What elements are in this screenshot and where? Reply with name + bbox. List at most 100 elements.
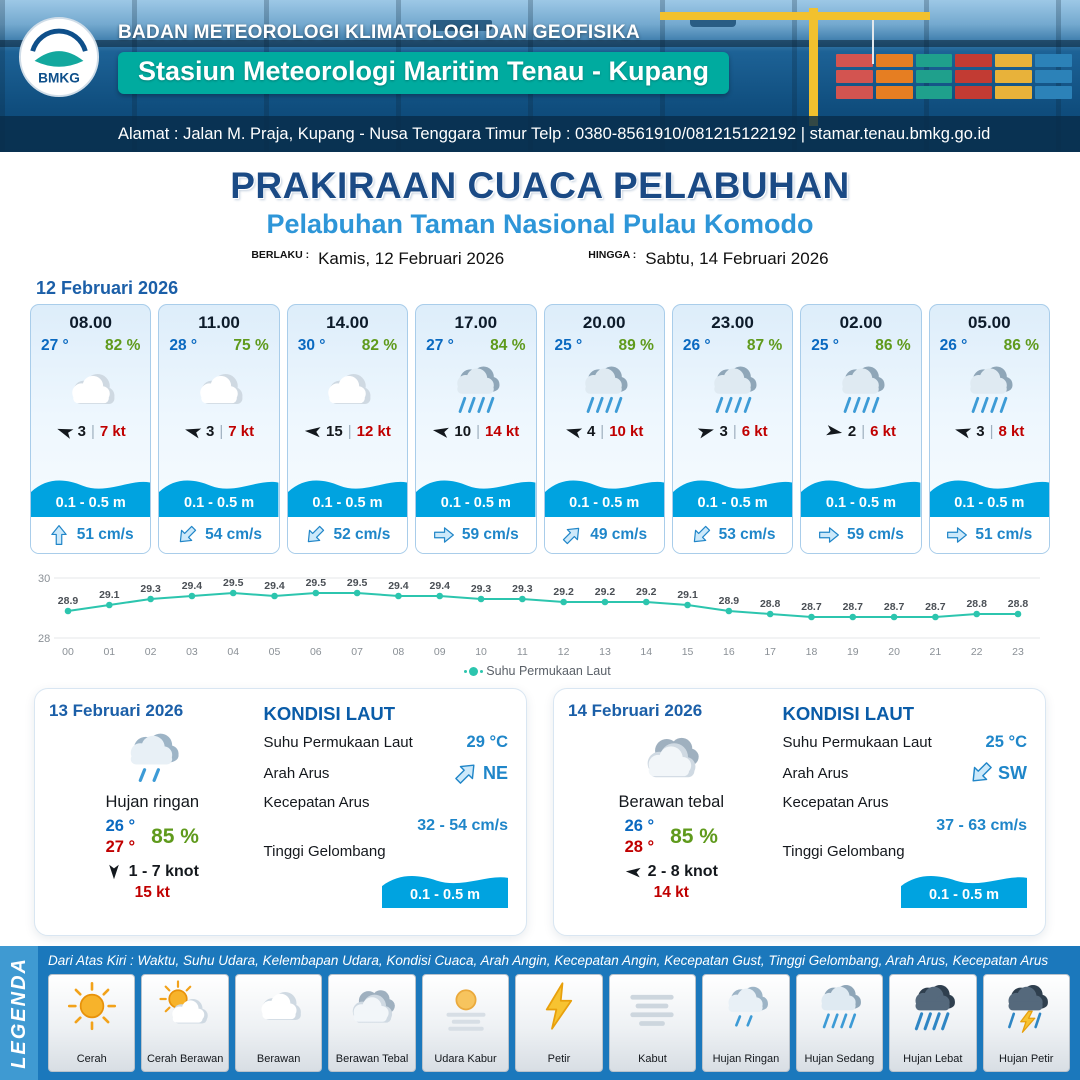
humidity-value: 75 % (233, 337, 269, 354)
daily-humidity: 85 % (151, 824, 199, 848)
separator: | (600, 423, 605, 440)
svg-text:18: 18 (806, 646, 818, 658)
separator: | (90, 423, 95, 440)
wind-speed-value: 3 (976, 423, 985, 440)
berawan-icon (309, 359, 385, 419)
wave-icon (382, 876, 508, 908)
svg-text:23: 23 (1012, 646, 1024, 658)
svg-text:29.4: 29.4 (430, 580, 451, 592)
legend-label: Kabut (638, 1053, 667, 1066)
temp-min: 26 ° (105, 817, 136, 835)
valid-to-value: Sabtu, 14 Februari 2026 (645, 249, 829, 268)
svg-text:05: 05 (269, 646, 281, 658)
legend-item: Hujan Sedang (795, 974, 884, 1072)
panel-date: 13 Februari 2026 (49, 701, 184, 720)
air-temperature: 28 ° (169, 337, 198, 354)
wind-speed-value: 15 (326, 423, 343, 440)
wave-height-value: 0.1 - 0.5 m (409, 887, 481, 903)
wind-speed-value: 3 (77, 423, 86, 440)
forecast-card: 20.00 25 ° 89 % 4 | 10 kt 0.1 - 0.5 m 49… (543, 304, 665, 554)
current-direction-value: NE (482, 762, 508, 783)
humidity-value: 87 % (746, 337, 783, 354)
sea-conditions-title: KONDISI LAUT (263, 703, 396, 724)
svg-text:16: 16 (723, 646, 735, 658)
wind-speed-value: 3 (719, 423, 728, 440)
air-temperature: 26 ° (939, 337, 968, 354)
kabut-icon (624, 978, 680, 1034)
svg-text:12: 12 (558, 646, 570, 658)
svg-text:28.8: 28.8 (1008, 598, 1029, 610)
svg-text:28.7: 28.7 (884, 601, 905, 613)
wave-height-value: 0.1 - 0.5 m (440, 495, 511, 511)
ship-illustration (430, 20, 492, 31)
wind-direction-icon (696, 421, 717, 442)
gust-value: 7 kt (99, 423, 126, 440)
svg-text:28.7: 28.7 (925, 601, 946, 613)
wind-row: 3 | 8 kt (930, 423, 1049, 440)
svg-text:17: 17 (764, 646, 776, 658)
wind-direction-icon (182, 421, 203, 442)
legend-item: Petir (515, 974, 603, 1072)
gust-value: 6 kt (870, 423, 896, 440)
wave-height-band: 0.1 - 0.5 m (544, 469, 664, 517)
separator: | (219, 423, 224, 440)
current-direction-label: Arah Arus (263, 764, 330, 782)
wind-row: 10 | 14 kt (416, 423, 535, 440)
address-text: Alamat : Jalan M. Praja, Kupang - Nusa T… (118, 124, 991, 143)
svg-text:00: 00 (62, 646, 74, 658)
daily-forecast-panel: 14 Februari 2026 Berawan tebal 26 ° 28 °… (553, 688, 1046, 936)
humidity-value: 84 % (490, 337, 526, 354)
page-subtitle: Pelabuhan Taman Nasional Pulau Komodo (266, 209, 814, 239)
legend-label: Hujan Lebat (903, 1053, 963, 1066)
separator: | (476, 423, 480, 440)
legend-description: Dari Atas Kiri : Waktu, Suhu Udara, Kele… (48, 953, 1049, 968)
wind-row: 3 | 6 kt (673, 423, 792, 440)
daily-wind-range: 1 - 7 knot (128, 863, 199, 881)
current-direction-icon (557, 519, 588, 550)
current-direction-icon (818, 524, 840, 546)
svg-text:15: 15 (682, 646, 694, 658)
hujan-sedang-icon (566, 359, 642, 419)
svg-text:29.2: 29.2 (595, 586, 616, 598)
legend-label: Petir (547, 1053, 571, 1066)
wind-row: 4 | 10 kt (545, 423, 664, 440)
gust-value: 10 kt (609, 423, 644, 440)
svg-text:29.5: 29.5 (223, 577, 244, 589)
sst-value: 25 °C (985, 733, 1027, 751)
current-row: 51 cm/s (31, 517, 151, 553)
hujan-sedang-icon (811, 978, 867, 1034)
forecast-time: 23.00 (711, 313, 754, 332)
svg-text:28.7: 28.7 (801, 601, 822, 613)
wave-height-box: 0.1 - 0.5 m (901, 866, 1027, 908)
forecast-time: 11.00 (198, 313, 240, 332)
svg-text:29.3: 29.3 (471, 583, 492, 595)
wave-height-band: 0.1 - 0.5 m (31, 469, 151, 517)
legend-title-strip: LEGENDA (0, 946, 38, 1080)
daily-gust: 14 kt (653, 884, 689, 902)
bmkg-logo-text: BMKG (38, 70, 80, 85)
wave-icon (416, 480, 536, 517)
forecast-card: 14.00 30 ° 82 % 15 | 12 kt 0.1 - 0.5 m 5… (286, 304, 409, 554)
humidity-value: 86 % (1003, 337, 1039, 354)
wind-row: 3 | 7 kt (159, 423, 278, 440)
daily-humidity: 85 % (670, 824, 718, 848)
wind-row: 3 | 7 kt (31, 423, 150, 440)
svg-text:10: 10 (475, 646, 487, 658)
petir-icon (531, 978, 587, 1034)
sst-line-chart: 30 28 28.9 00 29.1 01 29.3 02 29.4 03 29.5 04 29.4 05… (38, 573, 1040, 658)
wave-height-value: 0.1 - 0.5 m (312, 495, 383, 511)
current-speed-label: Kecepatan Arus (782, 794, 889, 811)
svg-text:28.7: 28.7 (843, 601, 864, 613)
wind-row: 2 | 6 kt (801, 423, 920, 440)
legend-item: Hujan Petir (982, 974, 1070, 1072)
bmkg-logo: BMKG (18, 16, 100, 98)
svg-text:29.5: 29.5 (306, 577, 327, 589)
wave-height-band: 0.1 - 0.5 m (929, 469, 1049, 517)
sea-conditions-title: KONDISI LAUT (782, 703, 915, 724)
current-speed-value: 52 cm/s (333, 526, 391, 543)
chart-legend-label: Suhu Permukaan Laut (486, 664, 611, 678)
temp-max: 28 ° (624, 837, 655, 856)
legend-footer: LEGENDA Dari Atas Kiri : Waktu, Suhu Uda… (0, 946, 1080, 1080)
separator: | (732, 423, 737, 440)
current-direction-icon (433, 524, 455, 546)
